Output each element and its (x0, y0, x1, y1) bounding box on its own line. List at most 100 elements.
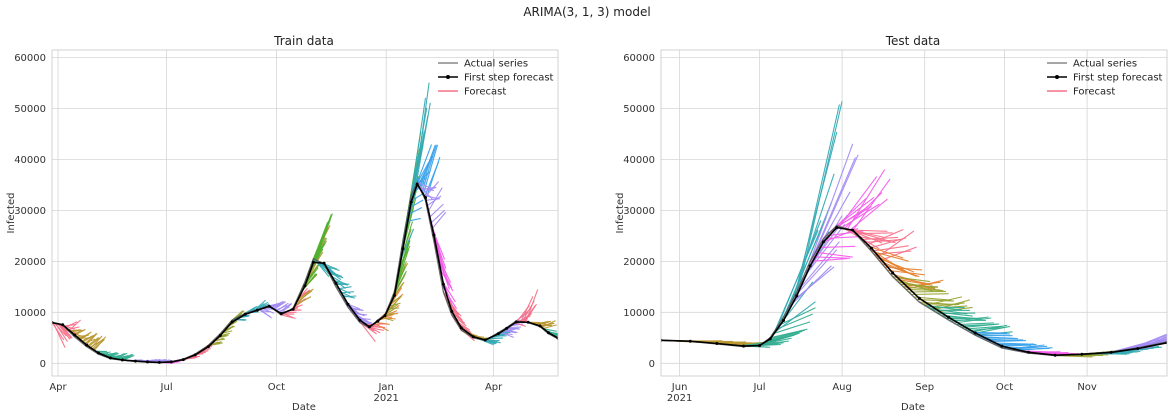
train-forecast-line (406, 217, 421, 222)
train-first-step-point (218, 334, 222, 337)
train-first-step-point (334, 281, 338, 285)
test-forecast-line (767, 329, 805, 341)
train-forecast-line (410, 97, 427, 196)
test-first-step-point (688, 339, 692, 343)
test-forecast-line (770, 328, 808, 339)
train-forecast-line (556, 337, 558, 339)
test-first-step-point (891, 271, 895, 275)
test-first-step-point (1109, 350, 1113, 354)
test-forecast-line (887, 269, 925, 276)
test-forecast-line (796, 104, 840, 293)
train-forecast-line (278, 303, 292, 314)
train-forecast-line (64, 321, 78, 328)
test-forecast-line (858, 236, 896, 244)
train-forecast-line (416, 181, 432, 190)
train-actual-series (52, 180, 558, 364)
train-first-step-point (61, 323, 65, 327)
train-first-step-point (358, 318, 362, 322)
train-xlabel: Date (292, 402, 316, 413)
test-forecast-line (809, 143, 854, 262)
train-forecast-line (327, 270, 343, 278)
test-first-step-point (782, 319, 785, 322)
train-xtick-label: Oct (268, 382, 285, 393)
train-forecast-line (79, 331, 92, 342)
train-first-step-point (459, 326, 463, 330)
train-first-step-point (409, 200, 413, 204)
test-forecast-line (908, 290, 947, 293)
test-forecast-line (956, 322, 994, 326)
train-ytick-label: 60000 (14, 53, 46, 64)
test-forecast-line (801, 223, 846, 281)
test-forecast-line (951, 316, 989, 323)
train-forecast-line (369, 327, 384, 331)
train-first-step-point (279, 312, 283, 315)
train-first-step-point (441, 282, 445, 286)
train-first-step-point (230, 320, 234, 324)
test-ytick-label: 30000 (623, 206, 655, 217)
train-forecast-line (536, 320, 551, 326)
train-first-step-forecast (52, 182, 558, 364)
test-forecast-line (855, 232, 893, 235)
train-forecast-line (431, 211, 447, 230)
test-forecast-line (798, 101, 843, 286)
test-ytick-label: 50000 (623, 104, 655, 115)
train-forecast-line (294, 296, 312, 307)
train-grid (52, 50, 558, 376)
train-xtick-label: Jan (377, 382, 393, 393)
train-first-step-point (547, 331, 550, 335)
train-title: Train data (273, 34, 334, 48)
train-first-step-point (97, 351, 100, 355)
test-xtick-label: Sep (915, 382, 934, 393)
test-forecast-line (969, 324, 1008, 333)
test-first-step-point (795, 294, 799, 298)
train-forecast-line (259, 308, 272, 319)
test-first-step-point (917, 296, 921, 300)
train-axes-frame (51, 49, 559, 377)
test-title: Test data (885, 34, 940, 48)
train-forecast-line (407, 207, 423, 216)
train-first-step-point (383, 314, 387, 318)
train-xtick-label: Apr (49, 382, 67, 393)
train-xtick-label: Jul (160, 382, 173, 393)
test-forecast-line (1134, 334, 1167, 349)
train-first-step-point (291, 307, 295, 311)
train-forecast-line (276, 302, 289, 312)
train-ytick-label: 0 (40, 359, 46, 370)
test-forecast-group (730, 307, 816, 348)
train-first-step-point (376, 319, 380, 323)
train-forecast-line (68, 319, 81, 332)
test-forecast-line (796, 241, 840, 293)
train-xtick-label: Apr (485, 382, 503, 393)
train-first-step-point (367, 325, 371, 329)
test-forecast-line (863, 239, 901, 244)
train-forecast-line (93, 336, 107, 352)
train-forecast-line (67, 326, 80, 331)
train-first-step-point (303, 284, 307, 288)
train-first-step-point (471, 335, 475, 339)
train-legend: Actual series First step forecast Forecast (438, 59, 554, 98)
test-forecast-line (818, 245, 856, 249)
test-forecast-line (953, 317, 992, 324)
train-forecast-line (85, 332, 98, 346)
train-forecast-line (542, 324, 557, 330)
train-forecast-line (525, 289, 539, 323)
test-legend-forecast-label: Forecast (1073, 87, 1115, 98)
test-ylabel: Infected (615, 193, 626, 234)
train-first-step-point (432, 233, 436, 237)
test-legend: Actual series First step forecast Forecast (1047, 59, 1163, 98)
test-forecast-group (769, 101, 843, 339)
train-first-step-point (505, 326, 509, 330)
test-xtick-label: Jul (752, 382, 765, 393)
test-xtick-label: Jun (671, 382, 688, 393)
test-ytick-label: 0 (649, 359, 655, 370)
train-ytick-label: 30000 (14, 206, 46, 217)
test-first-step-point (768, 337, 772, 341)
test-ytick-label: 10000 (623, 308, 655, 319)
train-first-step-point (255, 308, 259, 312)
test-first-step-point (808, 264, 812, 268)
train-forecast-line (91, 338, 104, 350)
train-forecast-line (89, 335, 103, 350)
test-axes-frame (660, 49, 1168, 377)
test-xtick-sublabel: 2021 (667, 393, 692, 404)
test-forecast-line (841, 203, 880, 228)
